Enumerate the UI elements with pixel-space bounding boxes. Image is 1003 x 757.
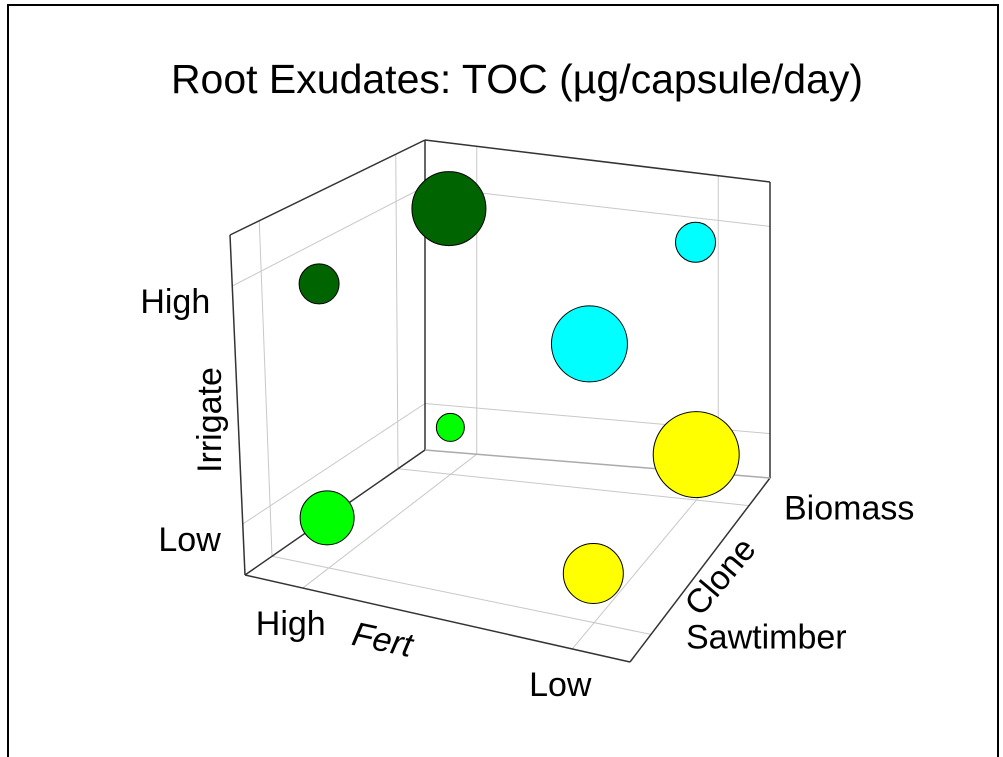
grid-line bbox=[242, 403, 426, 525]
axis-labels: HighLowSawtimberBiomassLowHighFertCloneI… bbox=[140, 283, 914, 704]
box-edges bbox=[229, 139, 771, 663]
z-tick-label: High bbox=[140, 283, 210, 321]
bubble bbox=[652, 411, 740, 499]
slide-frame bbox=[7, 4, 999, 757]
grid-line bbox=[571, 473, 719, 650]
bubble bbox=[299, 490, 355, 546]
grid-line bbox=[232, 186, 426, 287]
box-edge bbox=[229, 139, 426, 236]
box-edge bbox=[229, 234, 246, 576]
box-edge bbox=[244, 574, 631, 663]
grid bbox=[232, 146, 771, 650]
chart-title: Root Exudates: TOC (µg/capsule/day) bbox=[171, 56, 863, 102]
z-axis-label: Irrigate bbox=[191, 367, 229, 473]
x-axis-label: Fert bbox=[349, 615, 418, 665]
bubbles bbox=[298, 171, 740, 604]
z-tick-label: Low bbox=[158, 521, 221, 559]
y-tick-label: Biomass bbox=[784, 490, 914, 528]
box-edge bbox=[424, 139, 771, 183]
bubble bbox=[411, 171, 487, 247]
y-tick-label: Sawtimber bbox=[686, 618, 847, 656]
grid-line bbox=[395, 154, 399, 469]
bubble bbox=[675, 221, 717, 263]
x-tick-label: Low bbox=[529, 666, 592, 704]
grid-line bbox=[397, 468, 750, 507]
bubble bbox=[562, 542, 624, 604]
bubble bbox=[550, 305, 628, 383]
x-tick-label: High bbox=[256, 605, 326, 643]
box-edge bbox=[629, 477, 771, 663]
bubble bbox=[435, 412, 465, 442]
grid-line bbox=[271, 555, 652, 635]
bubble bbox=[298, 263, 340, 305]
grid-line bbox=[258, 220, 273, 557]
grid-line bbox=[302, 453, 478, 589]
